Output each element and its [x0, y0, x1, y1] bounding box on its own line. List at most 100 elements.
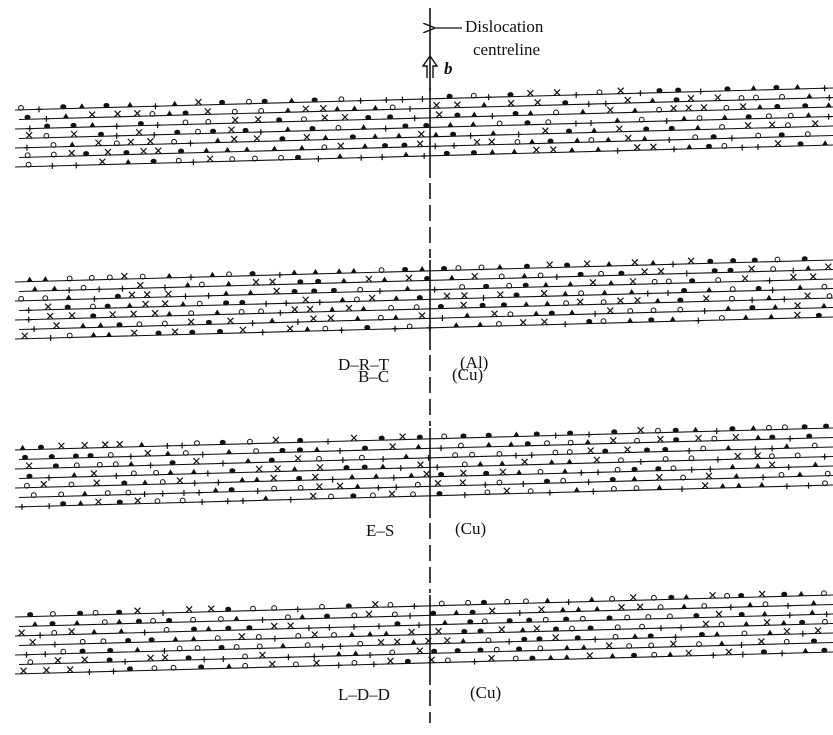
atom-circle — [24, 152, 31, 159]
atom-circle — [194, 440, 200, 447]
atom-triangle — [654, 297, 661, 303]
atom-triangle — [408, 472, 415, 478]
atom-triangle — [544, 597, 551, 603]
atom-dot — [507, 92, 514, 98]
atomic-planes — [14, 8, 833, 723]
atom-circle — [523, 598, 529, 605]
atom-dot — [677, 297, 684, 303]
atom-dot — [436, 491, 443, 497]
atom-triangle — [392, 314, 399, 320]
atom-circle — [662, 456, 669, 462]
atom-plus — [350, 623, 357, 630]
atom-plus — [23, 144, 30, 151]
atom-dot — [77, 610, 84, 616]
atom-circle — [258, 308, 264, 315]
atom-dot — [361, 445, 368, 451]
atom-plus — [637, 90, 644, 97]
atom-plus — [739, 144, 746, 151]
atom-dot — [219, 99, 226, 105]
atom-dot — [311, 97, 318, 103]
atom-x — [793, 311, 801, 319]
atom-plus — [141, 629, 148, 636]
atom-x — [641, 268, 649, 276]
atom-x — [629, 593, 637, 601]
atom-circle — [357, 286, 364, 293]
atom-plus — [595, 469, 602, 476]
atom-dot — [524, 441, 531, 447]
atom-circle — [319, 603, 325, 610]
atom-dot — [446, 93, 453, 99]
atom-triangle — [128, 460, 135, 466]
plane-line — [18, 436, 833, 461]
atom-circle — [766, 424, 772, 431]
atom-triangle — [747, 601, 754, 607]
atom-plus — [670, 261, 677, 268]
atom-circle — [179, 497, 186, 504]
atom-plus — [515, 131, 522, 138]
atom-dot — [564, 262, 571, 268]
atom-x — [88, 111, 96, 118]
atom-plus — [585, 479, 592, 486]
atom-circle — [214, 635, 221, 642]
plane-line — [14, 446, 833, 470]
atom-circle — [233, 644, 240, 650]
atom-dot — [749, 305, 756, 311]
atom-dot — [643, 126, 650, 132]
atom-x — [193, 457, 200, 465]
atom-triangle — [31, 286, 38, 292]
atom-dot — [225, 625, 232, 631]
metal-label: (Cu) — [455, 519, 486, 538]
atom-dot — [673, 437, 680, 443]
atom-triangle — [562, 290, 569, 296]
atom-circle — [721, 143, 728, 149]
atom-circle — [804, 131, 811, 138]
atom-x — [709, 591, 717, 599]
atom-plus — [91, 295, 98, 302]
atom-dot — [107, 647, 114, 653]
atom-x — [552, 634, 560, 641]
atom-x — [127, 138, 135, 146]
atom-plus — [671, 146, 678, 153]
atom-x — [377, 638, 385, 646]
atom-circle — [507, 311, 514, 318]
atom-x — [507, 99, 515, 107]
atom-x — [204, 107, 212, 115]
atom-circle — [250, 605, 256, 612]
atom-plus — [399, 96, 406, 103]
atom-x — [287, 622, 295, 630]
atom-triangle — [574, 137, 581, 143]
atom-x — [617, 297, 624, 305]
atom-triangle — [559, 606, 566, 612]
atom-x — [783, 627, 791, 635]
atom-triangle — [516, 469, 523, 475]
atom-plus — [805, 482, 812, 489]
atom-x — [533, 625, 541, 632]
atom-plus — [728, 135, 735, 142]
atom-circle — [351, 659, 358, 666]
atom-plus — [461, 491, 468, 498]
atom-circle — [723, 104, 730, 111]
atom-triangle — [470, 121, 477, 127]
atom-triangle — [97, 322, 104, 328]
atom-dot — [361, 464, 368, 470]
atom-circle — [566, 449, 573, 455]
atom-circle — [639, 623, 645, 630]
atom-x — [70, 130, 78, 138]
atom-triangle — [733, 473, 740, 479]
atom-circle — [596, 89, 603, 96]
atom-x — [631, 258, 639, 266]
atom-dot — [261, 98, 268, 104]
atom-plus — [285, 654, 292, 661]
atom-plus — [790, 267, 797, 274]
atom-plus — [161, 647, 168, 654]
atom-circle — [753, 94, 759, 101]
atom-x — [700, 104, 708, 111]
atom-circle — [614, 466, 621, 473]
atom-dot — [423, 122, 430, 128]
atom-dot — [529, 655, 536, 661]
atom-plus — [160, 610, 167, 617]
atom-triangle — [91, 628, 98, 634]
atom-plus — [31, 326, 38, 333]
atom-triangle — [126, 302, 133, 308]
atom-plus — [47, 335, 54, 342]
